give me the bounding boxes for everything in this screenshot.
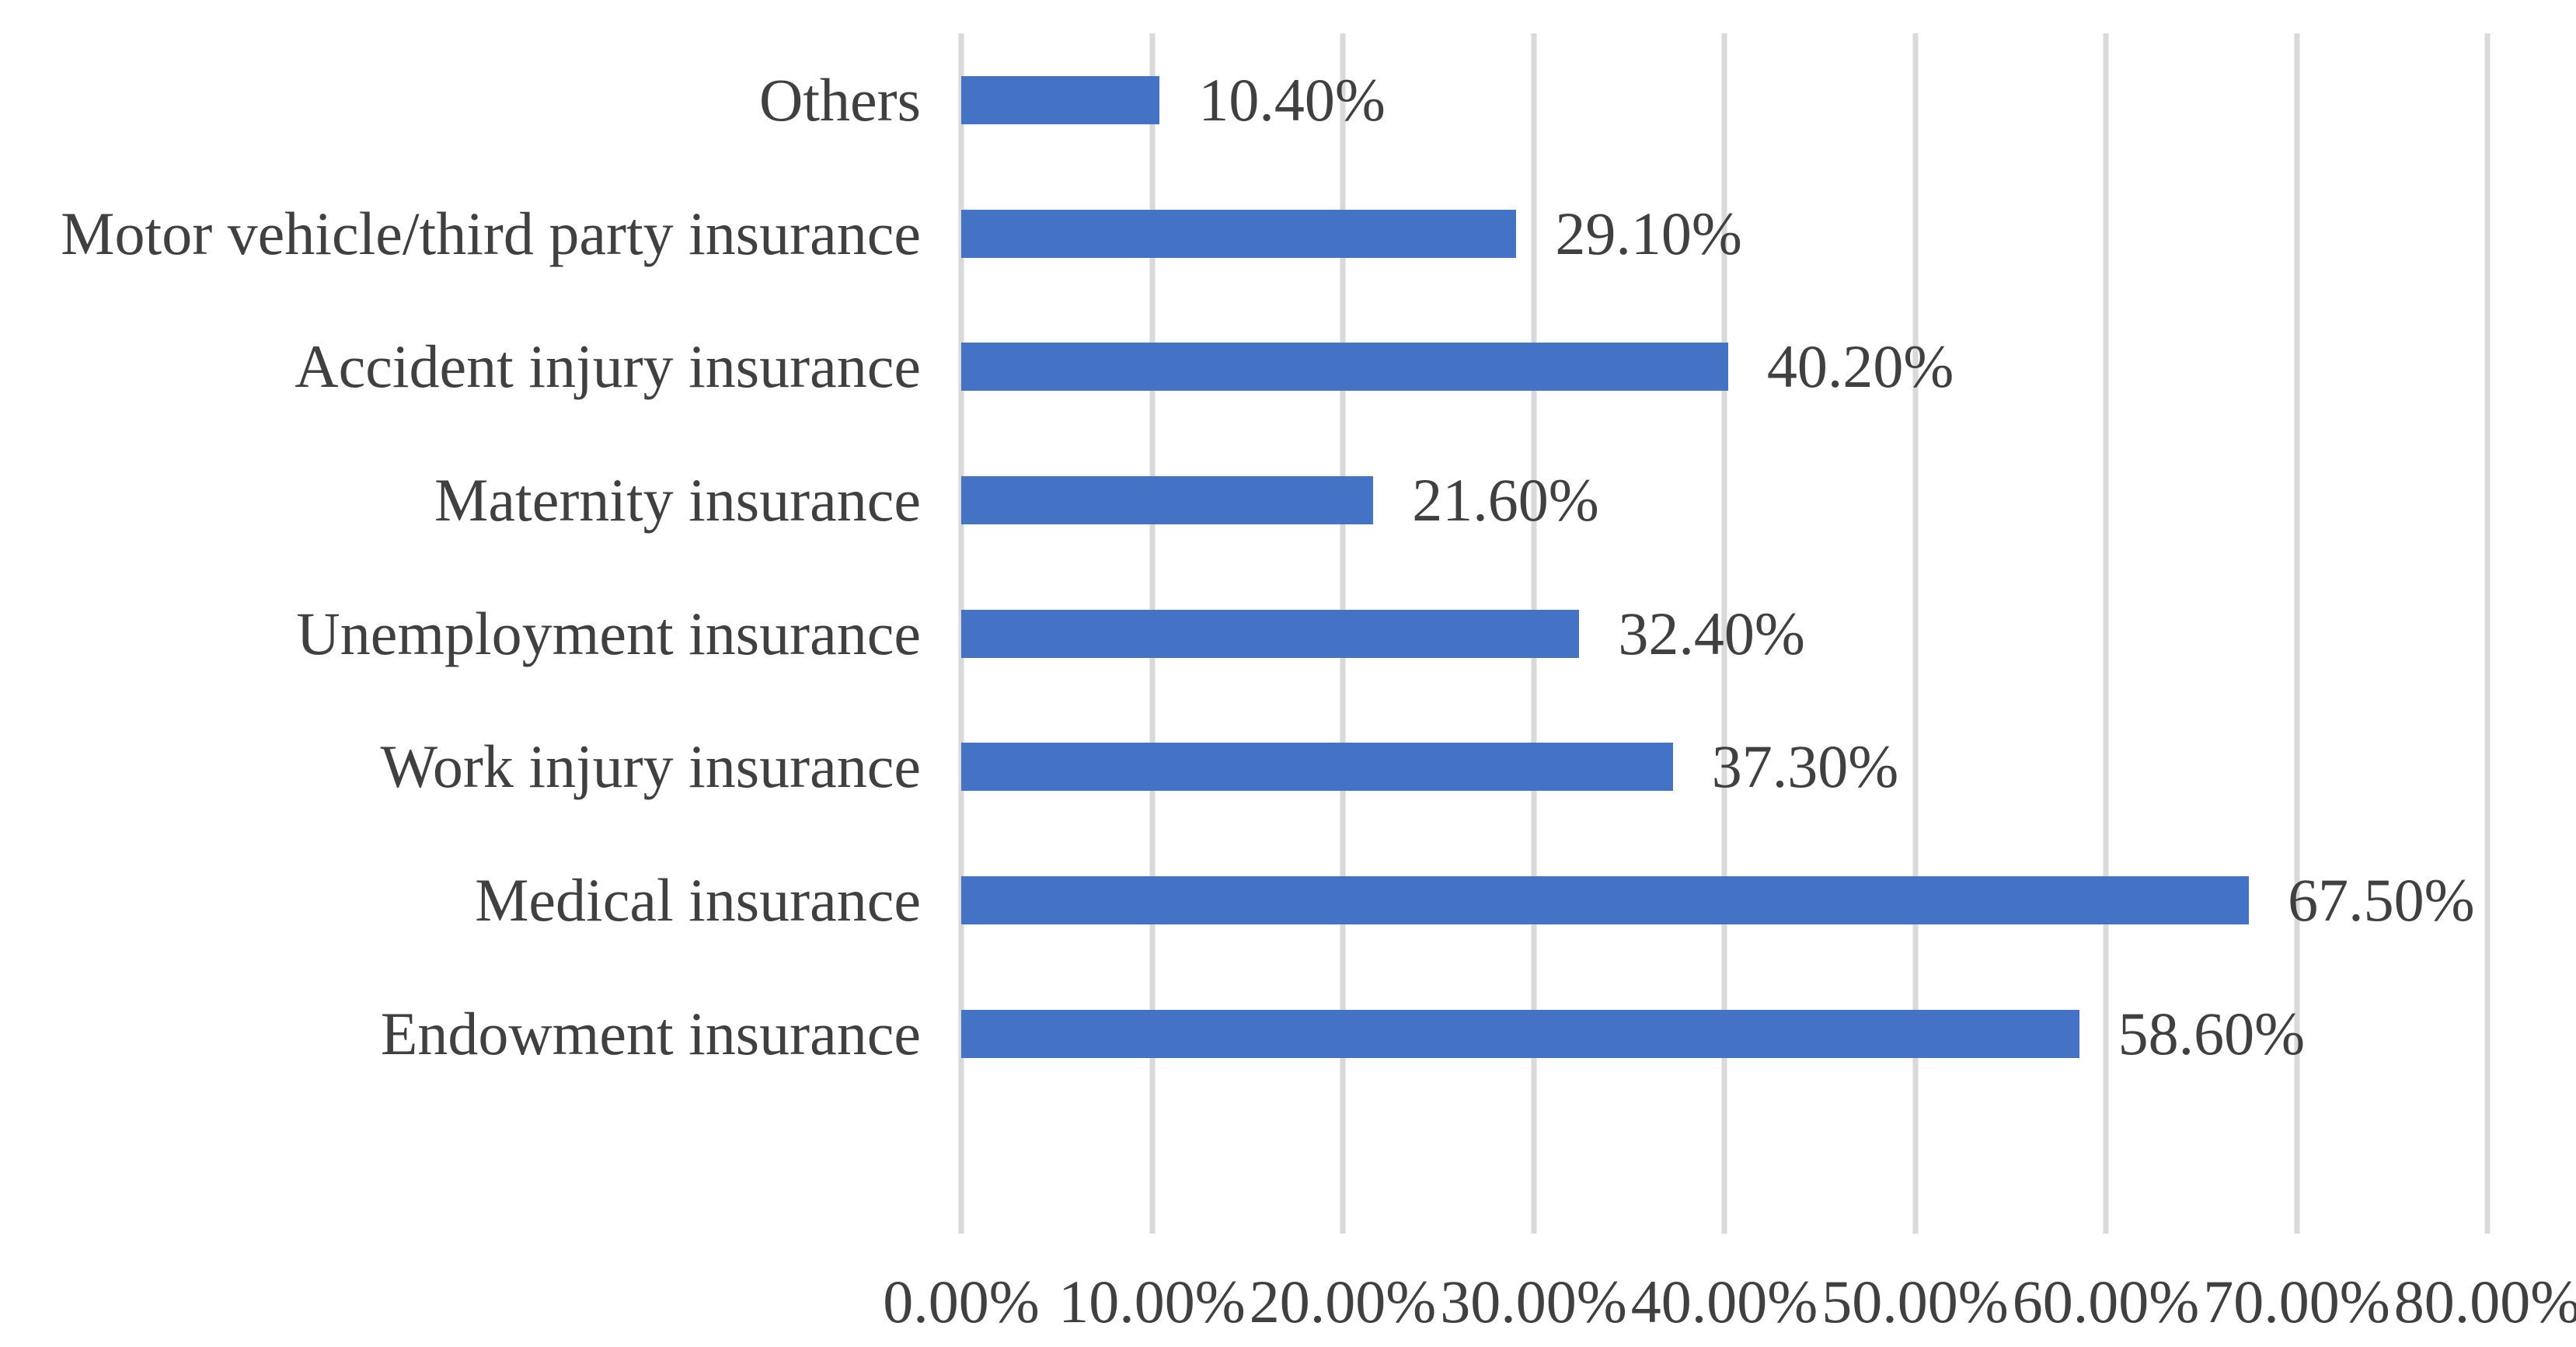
value-label: 32.40%: [1618, 599, 1805, 667]
bar: [961, 343, 1728, 392]
category-label: Work injury insurance: [380, 733, 921, 801]
gridline: [2103, 33, 2109, 1234]
gridline: [2294, 33, 2299, 1234]
x-axis-tick-label: 70.00%: [2203, 1268, 2390, 1335]
bar: [961, 209, 1517, 258]
x-axis-tick-label: 10.00%: [1058, 1268, 1246, 1335]
category-label: Maternity insurance: [434, 465, 921, 534]
plot-area: 10.40% 29.10% 40.20% 21.60% 32.40% 37.30% 67.5…: [958, 33, 2491, 1234]
value-label: 29.10%: [1555, 199, 1742, 267]
bar: [961, 743, 1673, 792]
gridline: [1912, 33, 1918, 1234]
x-axis-tick-label: 20.00%: [1249, 1268, 1437, 1335]
x-axis-tick-label: 30.00%: [1440, 1268, 1627, 1335]
value-label: 21.60%: [1412, 465, 1599, 534]
x-axis-tick-label: 60.00%: [2012, 1268, 2200, 1335]
category-label: Unemployment insurance: [296, 599, 921, 667]
category-label: Others: [759, 65, 921, 134]
bar: [961, 75, 1160, 124]
x-axis-tick-label: 50.00%: [1821, 1268, 2009, 1335]
bar: [961, 1009, 2079, 1058]
bar: [961, 475, 1374, 524]
value-label: 37.30%: [1711, 733, 1899, 801]
category-label: Endowment insurance: [380, 999, 921, 1067]
value-label: 10.40%: [1198, 65, 1386, 134]
category-label: Motor vehicle/third party insurance: [61, 199, 921, 267]
value-label: 40.20%: [1766, 332, 1954, 401]
bar: [961, 609, 1580, 658]
category-label: Accident injury insurance: [295, 332, 921, 401]
gridline: [1721, 33, 1727, 1234]
value-label: 67.50%: [2288, 865, 2475, 934]
bar: [961, 875, 2250, 924]
x-axis-tick-label: 0.00%: [883, 1268, 1040, 1335]
x-axis-tick-label: 40.00%: [1630, 1268, 1818, 1335]
gridline: [2484, 33, 2491, 1234]
x-axis-tick-label: 80.00%: [2393, 1268, 2576, 1335]
category-label: Medical insurance: [475, 865, 921, 934]
value-label: 58.60%: [2118, 999, 2306, 1067]
